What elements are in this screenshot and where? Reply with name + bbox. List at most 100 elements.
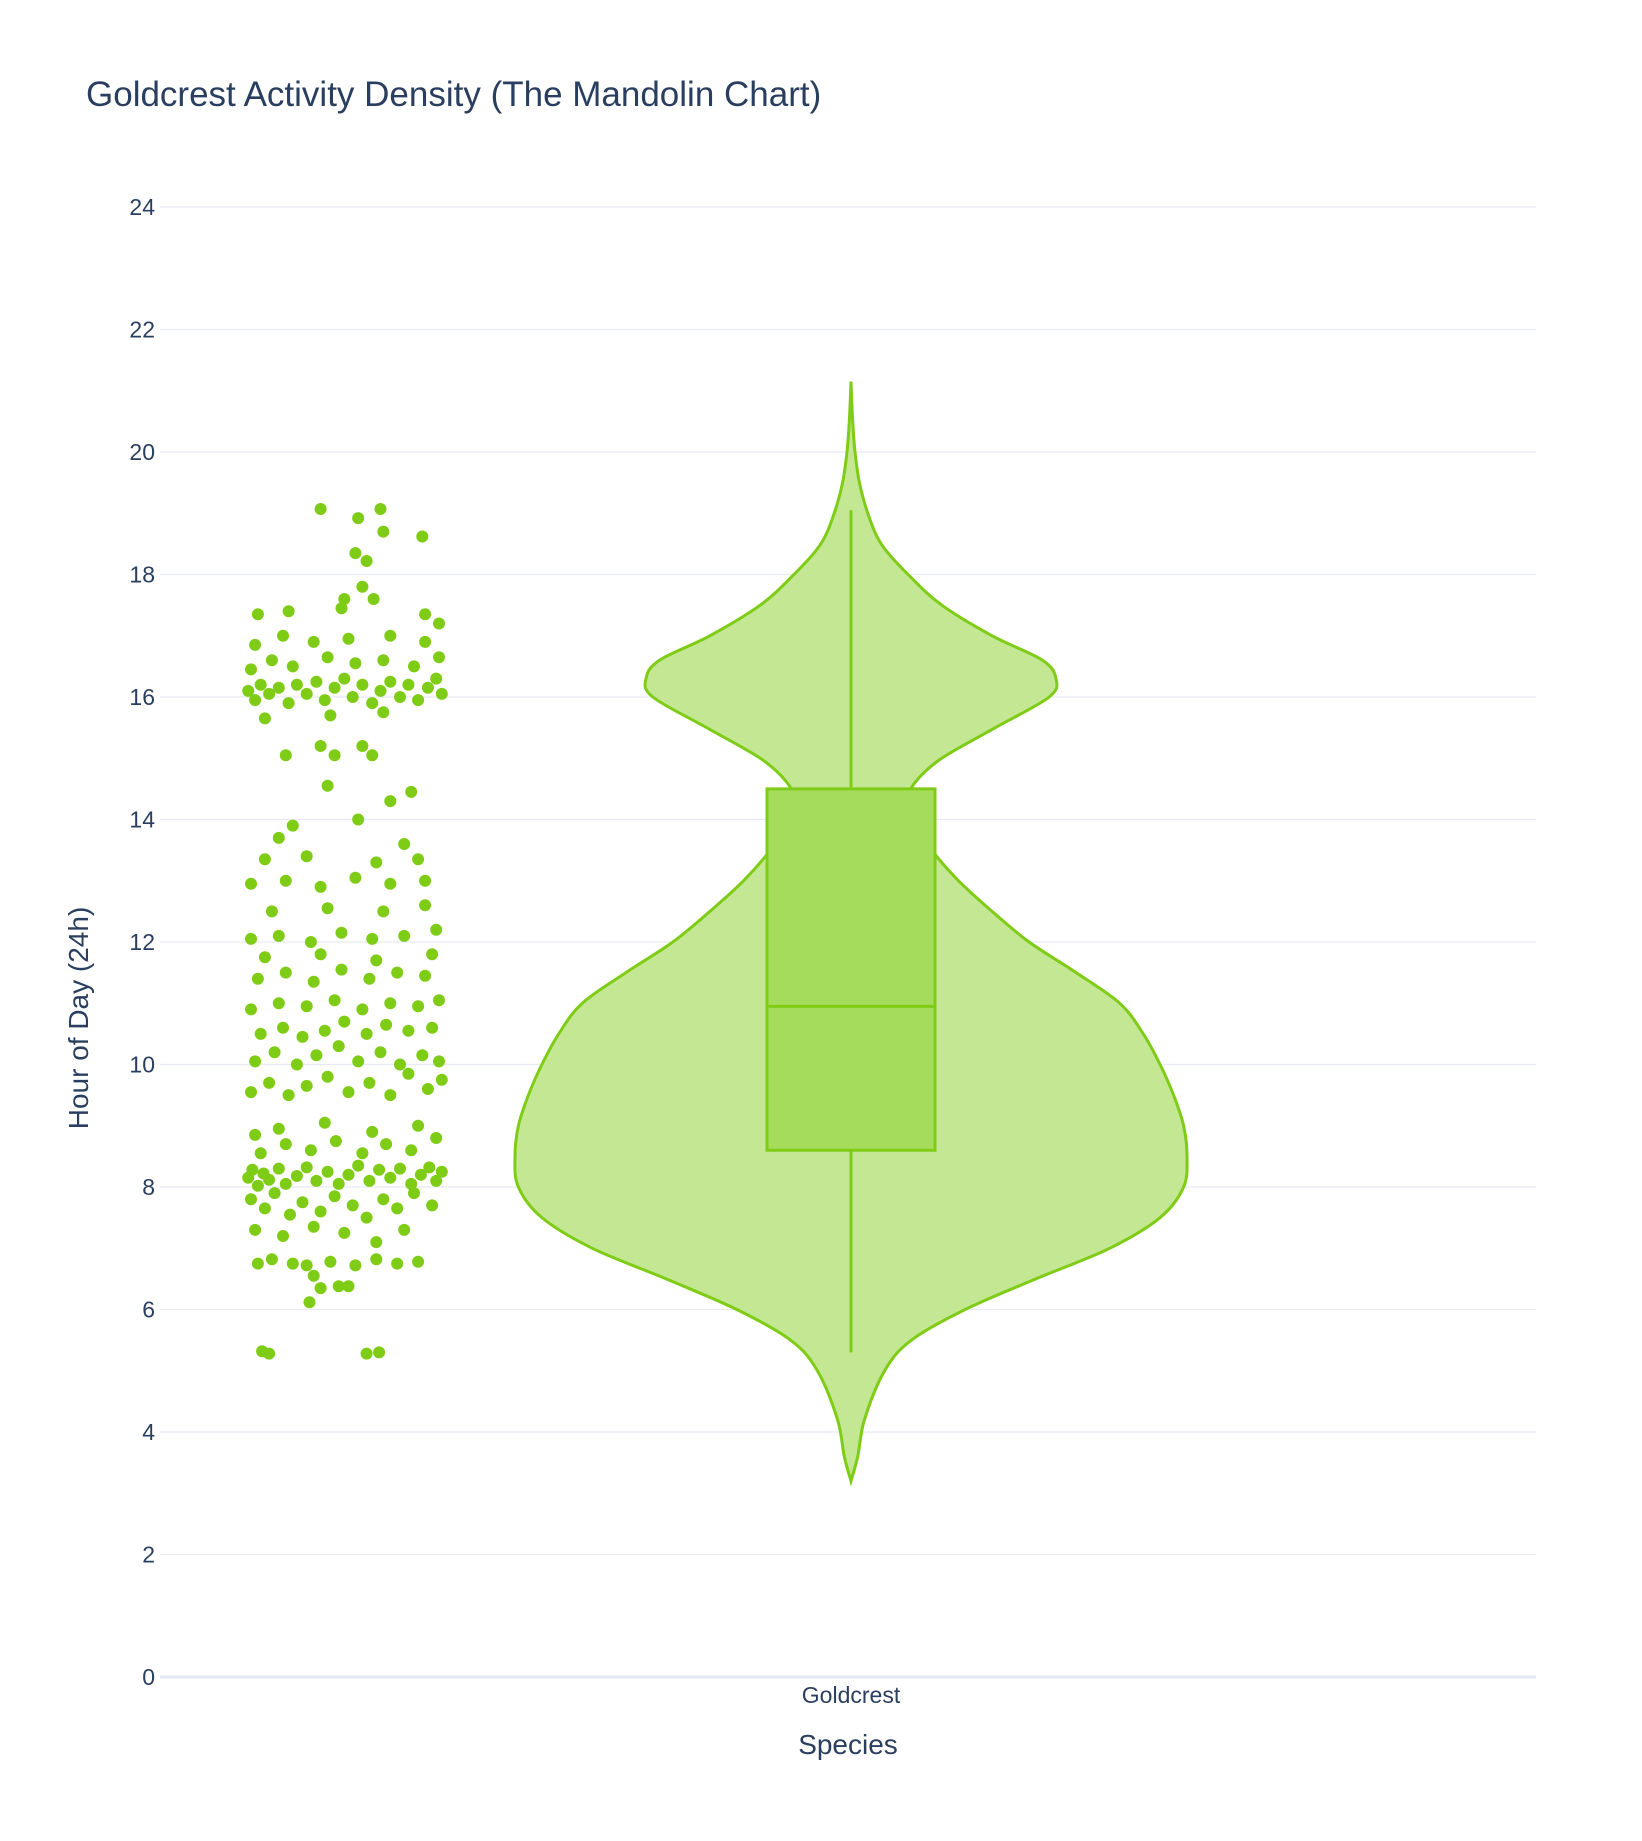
data-point[interactable] — [338, 1226, 351, 1239]
data-point[interactable] — [290, 678, 303, 691]
data-point[interactable] — [412, 1255, 425, 1268]
data-point[interactable] — [279, 1138, 292, 1151]
data-point[interactable] — [279, 874, 292, 887]
data-point[interactable] — [272, 681, 285, 694]
data-point[interactable] — [245, 663, 257, 676]
data-point[interactable] — [360, 1347, 373, 1360]
data-point[interactable] — [242, 684, 255, 697]
data-point[interactable] — [366, 1125, 379, 1138]
data-point[interactable] — [249, 1055, 262, 1068]
data-point[interactable] — [426, 1199, 439, 1212]
data-point[interactable] — [321, 1165, 334, 1178]
data-point[interactable] — [310, 675, 323, 688]
data-point[interactable] — [352, 512, 365, 525]
data-point[interactable] — [356, 1147, 369, 1160]
data-point[interactable] — [342, 1168, 355, 1181]
data-point[interactable] — [263, 1076, 276, 1089]
data-point[interactable] — [300, 1079, 313, 1092]
data-point[interactable] — [332, 1177, 345, 1190]
data-point[interactable] — [391, 966, 404, 979]
data-point[interactable] — [367, 593, 380, 605]
box-iqr[interactable] — [765, 787, 937, 1152]
data-point[interactable] — [318, 1024, 331, 1037]
data-point[interactable] — [377, 1193, 390, 1206]
data-point[interactable] — [419, 635, 432, 648]
data-point[interactable] — [349, 657, 362, 670]
data-point[interactable] — [416, 530, 429, 543]
data-point[interactable] — [419, 899, 432, 912]
data-point[interactable] — [384, 795, 397, 808]
data-point[interactable] — [408, 1187, 420, 1200]
data-point[interactable] — [249, 694, 262, 707]
data-point[interactable] — [314, 1282, 327, 1295]
data-point[interactable] — [332, 1040, 345, 1053]
data-point[interactable] — [245, 932, 257, 945]
data-point[interactable] — [433, 617, 445, 630]
data-point[interactable] — [335, 926, 348, 939]
data-point[interactable] — [377, 706, 390, 719]
data-point[interactable] — [370, 1236, 383, 1249]
data-point[interactable] — [433, 1055, 445, 1068]
data-point[interactable] — [356, 1003, 369, 1016]
data-point[interactable] — [370, 1253, 383, 1266]
data-point[interactable] — [405, 785, 418, 798]
data-point[interactable] — [384, 997, 397, 1010]
data-point[interactable] — [296, 1196, 309, 1209]
data-point[interactable] — [321, 651, 334, 664]
data-point[interactable] — [380, 1018, 393, 1031]
data-point[interactable] — [370, 954, 383, 967]
data-point[interactable] — [335, 602, 348, 615]
data-point[interactable] — [419, 874, 432, 887]
data-point[interactable] — [363, 1076, 376, 1089]
data-point[interactable] — [304, 1144, 317, 1157]
data-point[interactable] — [245, 1193, 257, 1206]
data-point[interactable] — [363, 972, 376, 985]
data-point[interactable] — [286, 1257, 299, 1270]
data-point[interactable] — [277, 629, 289, 642]
data-point[interactable] — [272, 929, 285, 942]
data-point[interactable] — [277, 1021, 289, 1034]
data-point[interactable] — [374, 684, 387, 697]
data-point[interactable] — [384, 629, 397, 642]
data-point[interactable] — [338, 593, 351, 605]
data-point[interactable] — [380, 1138, 393, 1151]
data-point[interactable] — [412, 853, 425, 866]
data-point[interactable] — [314, 880, 327, 893]
data-point[interactable] — [321, 779, 334, 792]
violin-trace[interactable] — [513, 381, 1189, 1487]
data-point[interactable] — [377, 905, 390, 918]
data-point[interactable] — [408, 660, 420, 673]
data-point[interactable] — [360, 1211, 373, 1224]
data-point[interactable] — [251, 1179, 264, 1192]
data-point[interactable] — [433, 651, 445, 664]
data-point[interactable] — [342, 632, 355, 645]
data-point[interactable] — [272, 1162, 285, 1175]
data-point[interactable] — [300, 687, 313, 700]
data-point[interactable] — [300, 1161, 313, 1174]
data-point[interactable] — [300, 1259, 313, 1272]
data-point[interactable] — [329, 1135, 342, 1148]
data-point[interactable] — [263, 687, 276, 700]
data-point[interactable] — [394, 691, 406, 703]
data-point[interactable] — [346, 1199, 359, 1212]
data-point[interactable] — [366, 932, 379, 945]
data-point[interactable] — [314, 740, 327, 752]
data-point[interactable] — [352, 1055, 365, 1068]
data-point[interactable] — [342, 1280, 355, 1293]
data-point[interactable] — [335, 963, 348, 976]
data-point[interactable] — [346, 691, 359, 703]
data-point[interactable] — [412, 1000, 425, 1013]
data-point[interactable] — [349, 1259, 362, 1272]
data-point[interactable] — [384, 1089, 397, 1102]
data-point[interactable] — [268, 1046, 281, 1059]
data-point[interactable] — [349, 547, 362, 560]
data-point[interactable] — [251, 1257, 264, 1270]
data-point[interactable] — [307, 635, 320, 648]
data-point[interactable] — [258, 853, 271, 866]
data-point[interactable] — [282, 605, 295, 618]
data-point[interactable] — [373, 1163, 386, 1176]
data-point[interactable] — [304, 936, 317, 948]
data-point[interactable] — [307, 1269, 320, 1282]
data-point[interactable] — [374, 1046, 387, 1059]
data-point[interactable] — [384, 675, 397, 688]
